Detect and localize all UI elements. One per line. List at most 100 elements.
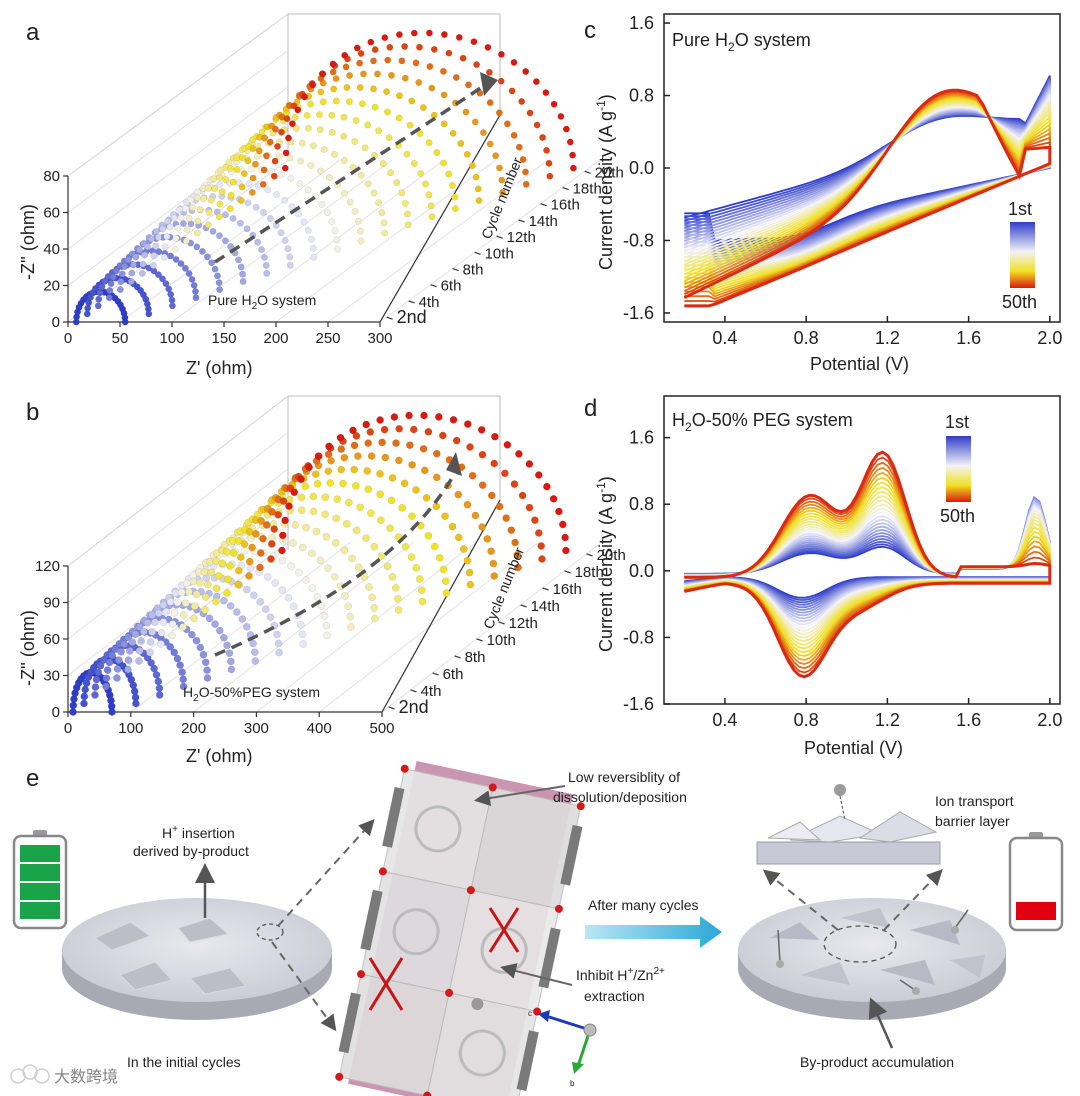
nyquist-point [234,580,242,589]
nyquist-point [308,549,316,558]
nyquist-point [376,469,384,478]
panel-a-nyquist-curves [72,29,577,326]
nyquist-point [275,648,284,657]
nyquist-point [262,261,270,269]
x-tick-label: 150 [211,330,236,347]
nyquist-point [350,465,359,474]
nyquist-point [418,597,427,606]
nyquist-point [407,553,416,561]
nyquist-point [118,270,126,278]
nyquist-point [557,112,565,120]
nyquist-point [322,532,331,541]
nyquist-point [522,168,529,176]
panel-d-xlabel: Potential (V) [804,738,903,758]
nyquist-point [261,134,269,142]
nyquist-point [258,246,266,254]
nyquist-point [297,493,306,502]
nyquist-point [394,595,402,603]
nyquist-point [463,500,472,509]
nyquist-point [307,100,315,108]
nyquist-point [215,626,224,635]
nyquist-point [212,597,220,606]
nyquist-point [168,631,176,640]
nyquist-point [474,185,482,193]
nyquist-point [491,432,499,441]
nyquist-point [216,173,224,181]
nyquist-point [478,450,487,459]
nyquist-point [155,233,162,241]
nyquist-point [178,668,186,677]
nyquist-point [261,605,270,614]
nyquist-point [569,164,577,172]
z-tick-label: 20th [595,164,624,181]
nyquist-point [370,189,378,197]
nyquist-point [388,474,397,482]
nyquist-point [511,538,519,547]
nyquist-point [278,531,287,540]
nyquist-point [401,542,410,551]
nyquist-point [405,411,413,420]
nyquist-point [326,479,335,487]
nyquist-point [193,194,201,202]
nyquist-point [151,618,159,627]
nyquist-point [484,43,492,51]
battery-full-icon [12,830,68,930]
nyquist-point [168,296,176,304]
nyquist-point [445,49,453,57]
nyquist-point [309,492,318,501]
nyquist-point [229,215,237,222]
z-tick-label: 12th [507,229,536,246]
nyquist-point [318,70,326,78]
nyquist-point [386,43,394,51]
nyquist-point [537,542,546,550]
nyquist-point [558,520,567,529]
ion-barrier-slab [756,784,941,865]
panel-d-colorbar [946,436,971,502]
nyquist-point [266,215,274,222]
nyquist-point [243,225,251,233]
nyquist-point [283,115,291,123]
nyquist-point [394,606,403,614]
nyquist-point [190,614,198,623]
panel-d-ylabel: Current density (A g-1) [594,476,616,652]
nyquist-point [420,466,429,475]
nyquist-point [227,164,235,172]
nyquist-point [94,668,103,677]
nyquist-point [240,540,249,548]
y-tick-label: 0.8 [629,86,654,106]
nyquist-point [301,482,310,491]
y-tick-label: 30 [43,668,60,685]
nyquist-point [471,118,479,126]
nyquist-point [330,572,339,581]
gridline [256,541,477,713]
nyquist-point [417,586,426,595]
nyquist-point [278,546,286,555]
nyquist-point [502,514,511,522]
nyquist-point [139,260,147,268]
nyquist-point [354,217,362,225]
nyquist-point [364,485,373,494]
nyquist-point [371,46,379,54]
nyquist-point [324,209,331,217]
x-tick-label: 1.6 [956,328,981,348]
nyquist-point [266,138,274,146]
gridline [130,541,352,713]
gridline [67,395,289,567]
nyquist-point [240,170,248,178]
nyquist-point [534,529,543,537]
nyquist-point [375,199,383,207]
nyquist-point [498,176,506,184]
panel-c-legend-end: 50th [1002,292,1037,312]
nyquist-point [341,592,349,600]
panel-c-ylabel: Current density (A g-1) [594,94,616,270]
nyquist-point [357,237,365,245]
panel-a-z-axis [379,114,501,323]
nyquist-point [171,245,179,253]
nyquist-point [419,104,427,112]
nyquist-point [278,128,285,136]
nyquist-point [220,596,228,605]
nyquist-point [80,699,88,708]
nyquist-point [336,433,345,442]
nyquist-point [242,622,251,631]
nyquist-point [159,275,166,283]
